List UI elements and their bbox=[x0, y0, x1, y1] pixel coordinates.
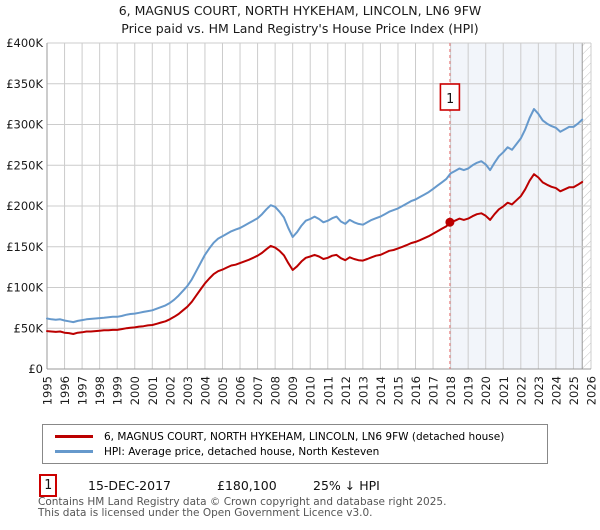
legend-label-hpi: HPI: Average price, detached house, Nort… bbox=[104, 445, 380, 458]
y-axis-tick-label: £100K bbox=[6, 281, 43, 295]
x-axis-tick-label: 2017 bbox=[427, 376, 441, 405]
y-axis-tick-label: £350K bbox=[6, 77, 43, 91]
sale-hpi-delta: 25% ↓ HPI bbox=[313, 478, 380, 493]
x-axis-tick-label: 2008 bbox=[269, 376, 283, 405]
price-paid-line-swatch bbox=[55, 435, 93, 438]
legend-label-price-paid: 6, MAGNUS COURT, NORTH HYKEHAM, LINCOLN,… bbox=[104, 430, 505, 443]
y-axis-tick-label: £50K bbox=[14, 321, 44, 335]
sale-date: 15-DEC-2017 bbox=[88, 478, 171, 493]
x-axis-tick-label: 2001 bbox=[146, 376, 160, 405]
x-axis-tick-label: 2003 bbox=[181, 376, 195, 405]
x-axis-tick-label: 2024 bbox=[549, 376, 563, 405]
x-axis-tick-label: 1997 bbox=[76, 376, 90, 405]
license-footer: Contains HM Land Registry data © Crown c… bbox=[38, 497, 446, 519]
x-axis-tick-label: 1995 bbox=[41, 376, 55, 405]
x-axis-tick-label: 2015 bbox=[391, 376, 405, 405]
x-axis-tick-label: 2009 bbox=[286, 376, 300, 405]
x-axis-tick-label: 2014 bbox=[374, 376, 388, 405]
x-axis-tick-label: 1996 bbox=[58, 376, 72, 405]
legend-item-price-paid: 6, MAGNUS COURT, NORTH HYKEHAM, LINCOLN,… bbox=[55, 431, 547, 443]
hpi-line bbox=[46, 108, 584, 324]
x-axis-tick-label: 1999 bbox=[111, 376, 125, 405]
y-axis-tick-label: £400K bbox=[6, 36, 43, 50]
sale-marker-badge-label: 1 bbox=[446, 92, 454, 107]
price-history-chart: 1 £0 £50K £100K £150K £200K £250K £300K £350K £40… bbox=[6, 36, 598, 405]
footer-line-1: Contains HM Land Registry data © Crown c… bbox=[38, 496, 447, 508]
price-paid-line bbox=[46, 173, 584, 335]
legend-box: 6, MAGNUS COURT, NORTH HYKEHAM, LINCOLN,… bbox=[42, 424, 548, 464]
sale-marker-badge-box bbox=[439, 83, 461, 111]
y-axis-tick-label: £0 bbox=[28, 362, 43, 376]
y-axis-tick-label: £200K bbox=[6, 199, 43, 213]
x-axis-tick-label: 2002 bbox=[163, 376, 177, 405]
x-axis-tick-label: 2020 bbox=[479, 376, 493, 405]
y-axis-tick-label: £150K bbox=[6, 240, 43, 254]
page-subtitle: Price paid vs. HM Land Registry's House … bbox=[121, 21, 479, 36]
x-axis-tick-label: 2023 bbox=[532, 376, 546, 405]
x-axis-tick-label: 2019 bbox=[462, 376, 476, 405]
sale-point-marker bbox=[445, 217, 455, 227]
y-axis-tick-label: £250K bbox=[6, 158, 43, 172]
x-axis-tick-label: 2013 bbox=[356, 376, 370, 405]
x-axis-tick-label: 2016 bbox=[409, 376, 423, 405]
hpi-line-swatch bbox=[55, 450, 93, 453]
x-axis-tick-label: 2000 bbox=[128, 376, 142, 405]
x-axis-tick-label: 2004 bbox=[198, 376, 212, 405]
footer-line-2: This data is licensed under the Open Gov… bbox=[38, 507, 373, 519]
y-axis-tick-label: £300K bbox=[6, 118, 43, 132]
x-axis-tick-label: 2022 bbox=[514, 376, 528, 405]
plot-area: 1 £0 £50K £100K £150K £200K £250K £300K £350K £40… bbox=[6, 36, 598, 405]
x-axis-tick-label: 2012 bbox=[339, 376, 353, 405]
x-axis-tick-label: 2006 bbox=[234, 376, 248, 405]
x-axis-tick-label: 2018 bbox=[444, 376, 458, 405]
sale-price: £180,100 bbox=[217, 478, 277, 493]
x-axis-tick-label: 2011 bbox=[321, 376, 335, 405]
x-axis-tick-label: 2021 bbox=[497, 376, 511, 405]
page-title: 6, MAGNUS COURT, NORTH HYKEHAM, LINCOLN,… bbox=[118, 3, 482, 18]
x-axis-tick-label: 2010 bbox=[304, 376, 318, 405]
x-axis-tick-label: 2026 bbox=[585, 376, 599, 405]
x-axis-tick-label: 2005 bbox=[216, 376, 230, 405]
x-axis-tick-label: 2007 bbox=[251, 376, 265, 405]
legend-item-hpi: HPI: Average price, detached house, Nort… bbox=[55, 446, 547, 458]
x-axis-tick-label: 2025 bbox=[567, 376, 581, 405]
sale-number-badge: 1 bbox=[39, 474, 57, 497]
x-axis-tick-label: 1998 bbox=[93, 376, 107, 405]
